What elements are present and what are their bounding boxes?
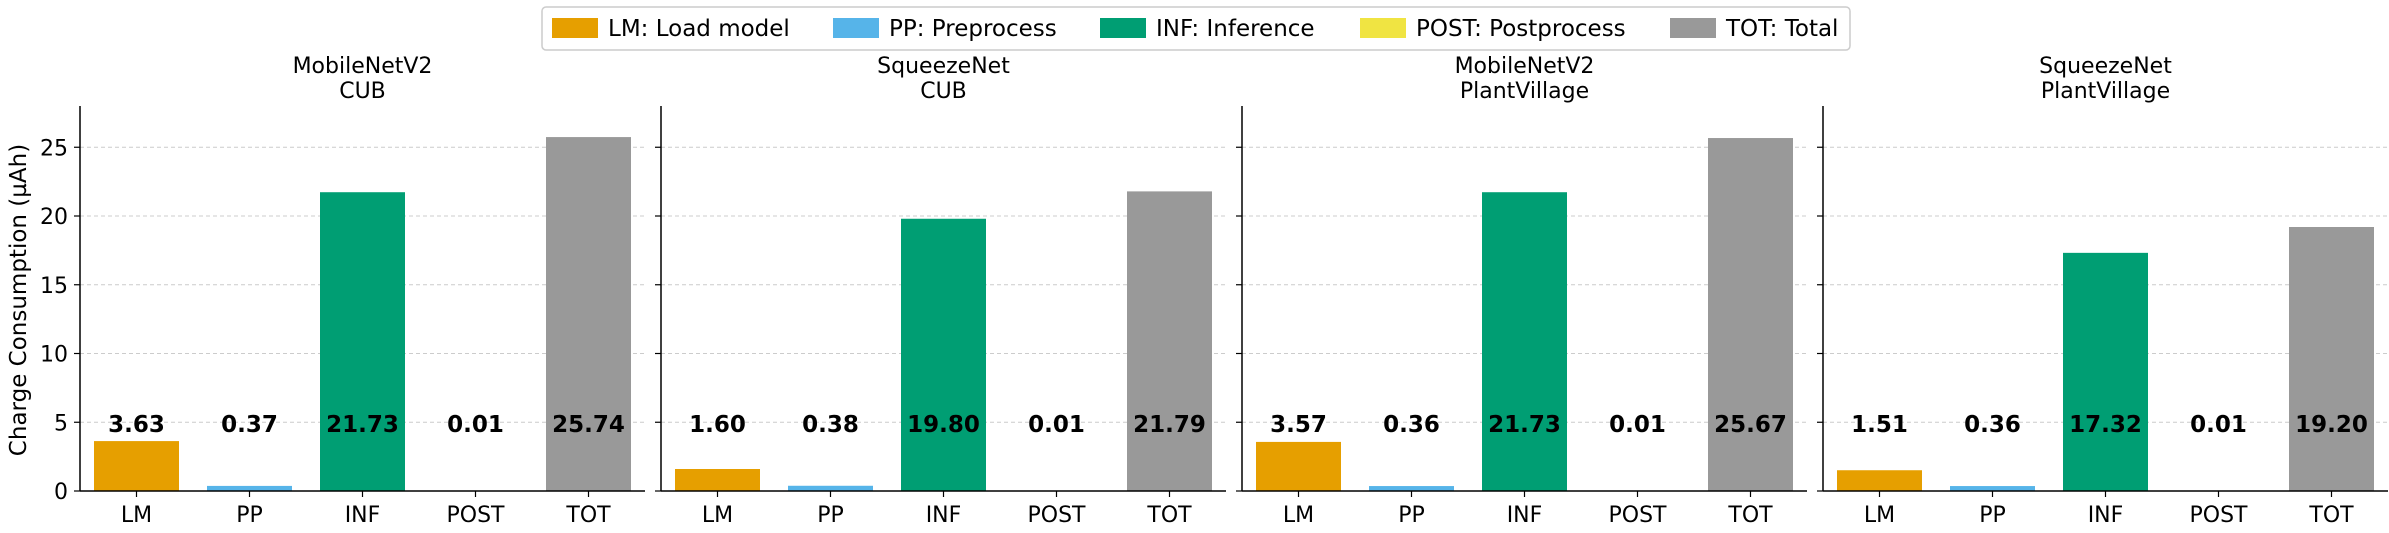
y-tick-label: 5 [54,411,68,436]
legend-swatch [1360,18,1406,38]
bar-value-label: 21.79 [1133,412,1206,438]
x-tick-label: POST [1028,503,1087,528]
x-tick-label: INF [2088,503,2124,528]
panel-title-line1: SqueezeNet [2039,54,2172,79]
x-tick-label: INF [926,503,962,528]
bar [1482,192,1567,491]
legend-label: PP: Preprocess [889,16,1057,42]
x-tick-label: PP [817,503,844,528]
bar-value-label: 3.63 [108,412,165,438]
legend-item: PP: Preprocess [833,16,1057,42]
bar [675,469,760,491]
panel-title-line1: MobileNetV2 [293,54,433,79]
panel-title-line2: CUB [920,79,967,104]
x-tick-label: PP [236,503,263,528]
y-tick-label: 20 [40,205,68,230]
bar-value-label: 0.01 [1609,412,1666,438]
y-axis-label: Charge Consumption (µAh) [6,144,32,456]
legend-label: LM: Load model [608,16,790,42]
bar [1708,138,1793,491]
chart-panels: MobileNetV2CUB3.63LM0.37PP21.73INF0.01PO… [40,54,2388,528]
bar-value-label: 0.01 [1028,412,1085,438]
bar-value-label: 1.60 [689,412,746,438]
legend-item: INF: Inference [1100,16,1315,42]
bar [788,485,873,491]
x-tick-label: LM [1864,503,1895,528]
legend-swatch [552,18,598,38]
bar [1127,191,1212,491]
bar-value-label: 0.38 [802,412,859,438]
x-tick-label: TOT [565,503,611,528]
bar-value-label: 19.20 [2295,412,2368,438]
bar-value-label: 19.80 [907,412,980,438]
x-tick-label: TOT [2308,503,2354,528]
x-tick-label: POST [2190,503,2249,528]
bar-value-label: 0.01 [447,412,504,438]
x-tick-label: POST [447,503,506,528]
legend-item: POST: Postprocess [1360,16,1626,42]
x-tick-label: POST [1609,503,1668,528]
bar-value-label: 0.01 [2190,412,2247,438]
bar-value-label: 1.51 [1851,412,1908,438]
bar [901,218,986,491]
bar-value-label: 21.73 [326,412,399,438]
panel-title-line1: MobileNetV2 [1455,54,1595,79]
panel-title-line2: PlantVillage [2041,79,2170,104]
x-tick-label: LM [702,503,733,528]
bar [2063,252,2148,491]
bar-value-label: 21.73 [1488,412,1561,438]
bar-value-label: 0.36 [1383,412,1440,438]
x-tick-label: PP [1979,503,2006,528]
legend-swatch [1670,18,1716,38]
legend-label: TOT: Total [1725,16,1838,42]
bar [94,441,179,491]
bar [1950,486,2035,491]
bar-value-label: 3.57 [1270,412,1327,438]
panel-title-line2: PlantVillage [1460,79,1589,104]
x-tick-label: LM [1283,503,1314,528]
x-tick-label: LM [121,503,152,528]
legend-item: LM: Load model [552,16,790,42]
bar [1256,441,1341,491]
panel-title-line2: CUB [339,79,386,104]
bar [546,137,631,491]
bar [207,485,292,491]
bar-value-label: 25.67 [1714,412,1787,438]
legend-box [541,6,1851,51]
legend-swatch [833,18,879,38]
bar-value-label: 0.36 [1964,412,2021,438]
x-tick-label: INF [345,503,381,528]
legend-item: TOT: Total [1670,16,1838,42]
panel-title-line1: SqueezeNet [877,54,1010,79]
x-tick-label: PP [1398,503,1425,528]
y-tick-label: 25 [40,136,68,161]
y-tick-label: 10 [40,343,68,368]
y-tick-label: 15 [40,274,68,299]
y-tick-label: 0 [54,480,68,505]
bar [2289,227,2374,491]
bar-value-label: 17.32 [2069,412,2142,438]
legend-swatch [1100,18,1146,38]
bar [320,192,405,491]
bar-value-label: 0.37 [221,412,278,438]
bar [1369,486,1454,491]
bar [1837,470,1922,491]
x-tick-label: TOT [1727,503,1773,528]
x-tick-label: INF [1507,503,1543,528]
legend-label: INF: Inference [1156,16,1315,42]
x-tick-label: TOT [1146,503,1192,528]
legend: LM: Load model PP: Preprocess INF: Inferen… [541,6,1851,51]
bar-value-label: 25.74 [552,412,625,438]
legend-label: POST: Postprocess [1416,16,1626,42]
